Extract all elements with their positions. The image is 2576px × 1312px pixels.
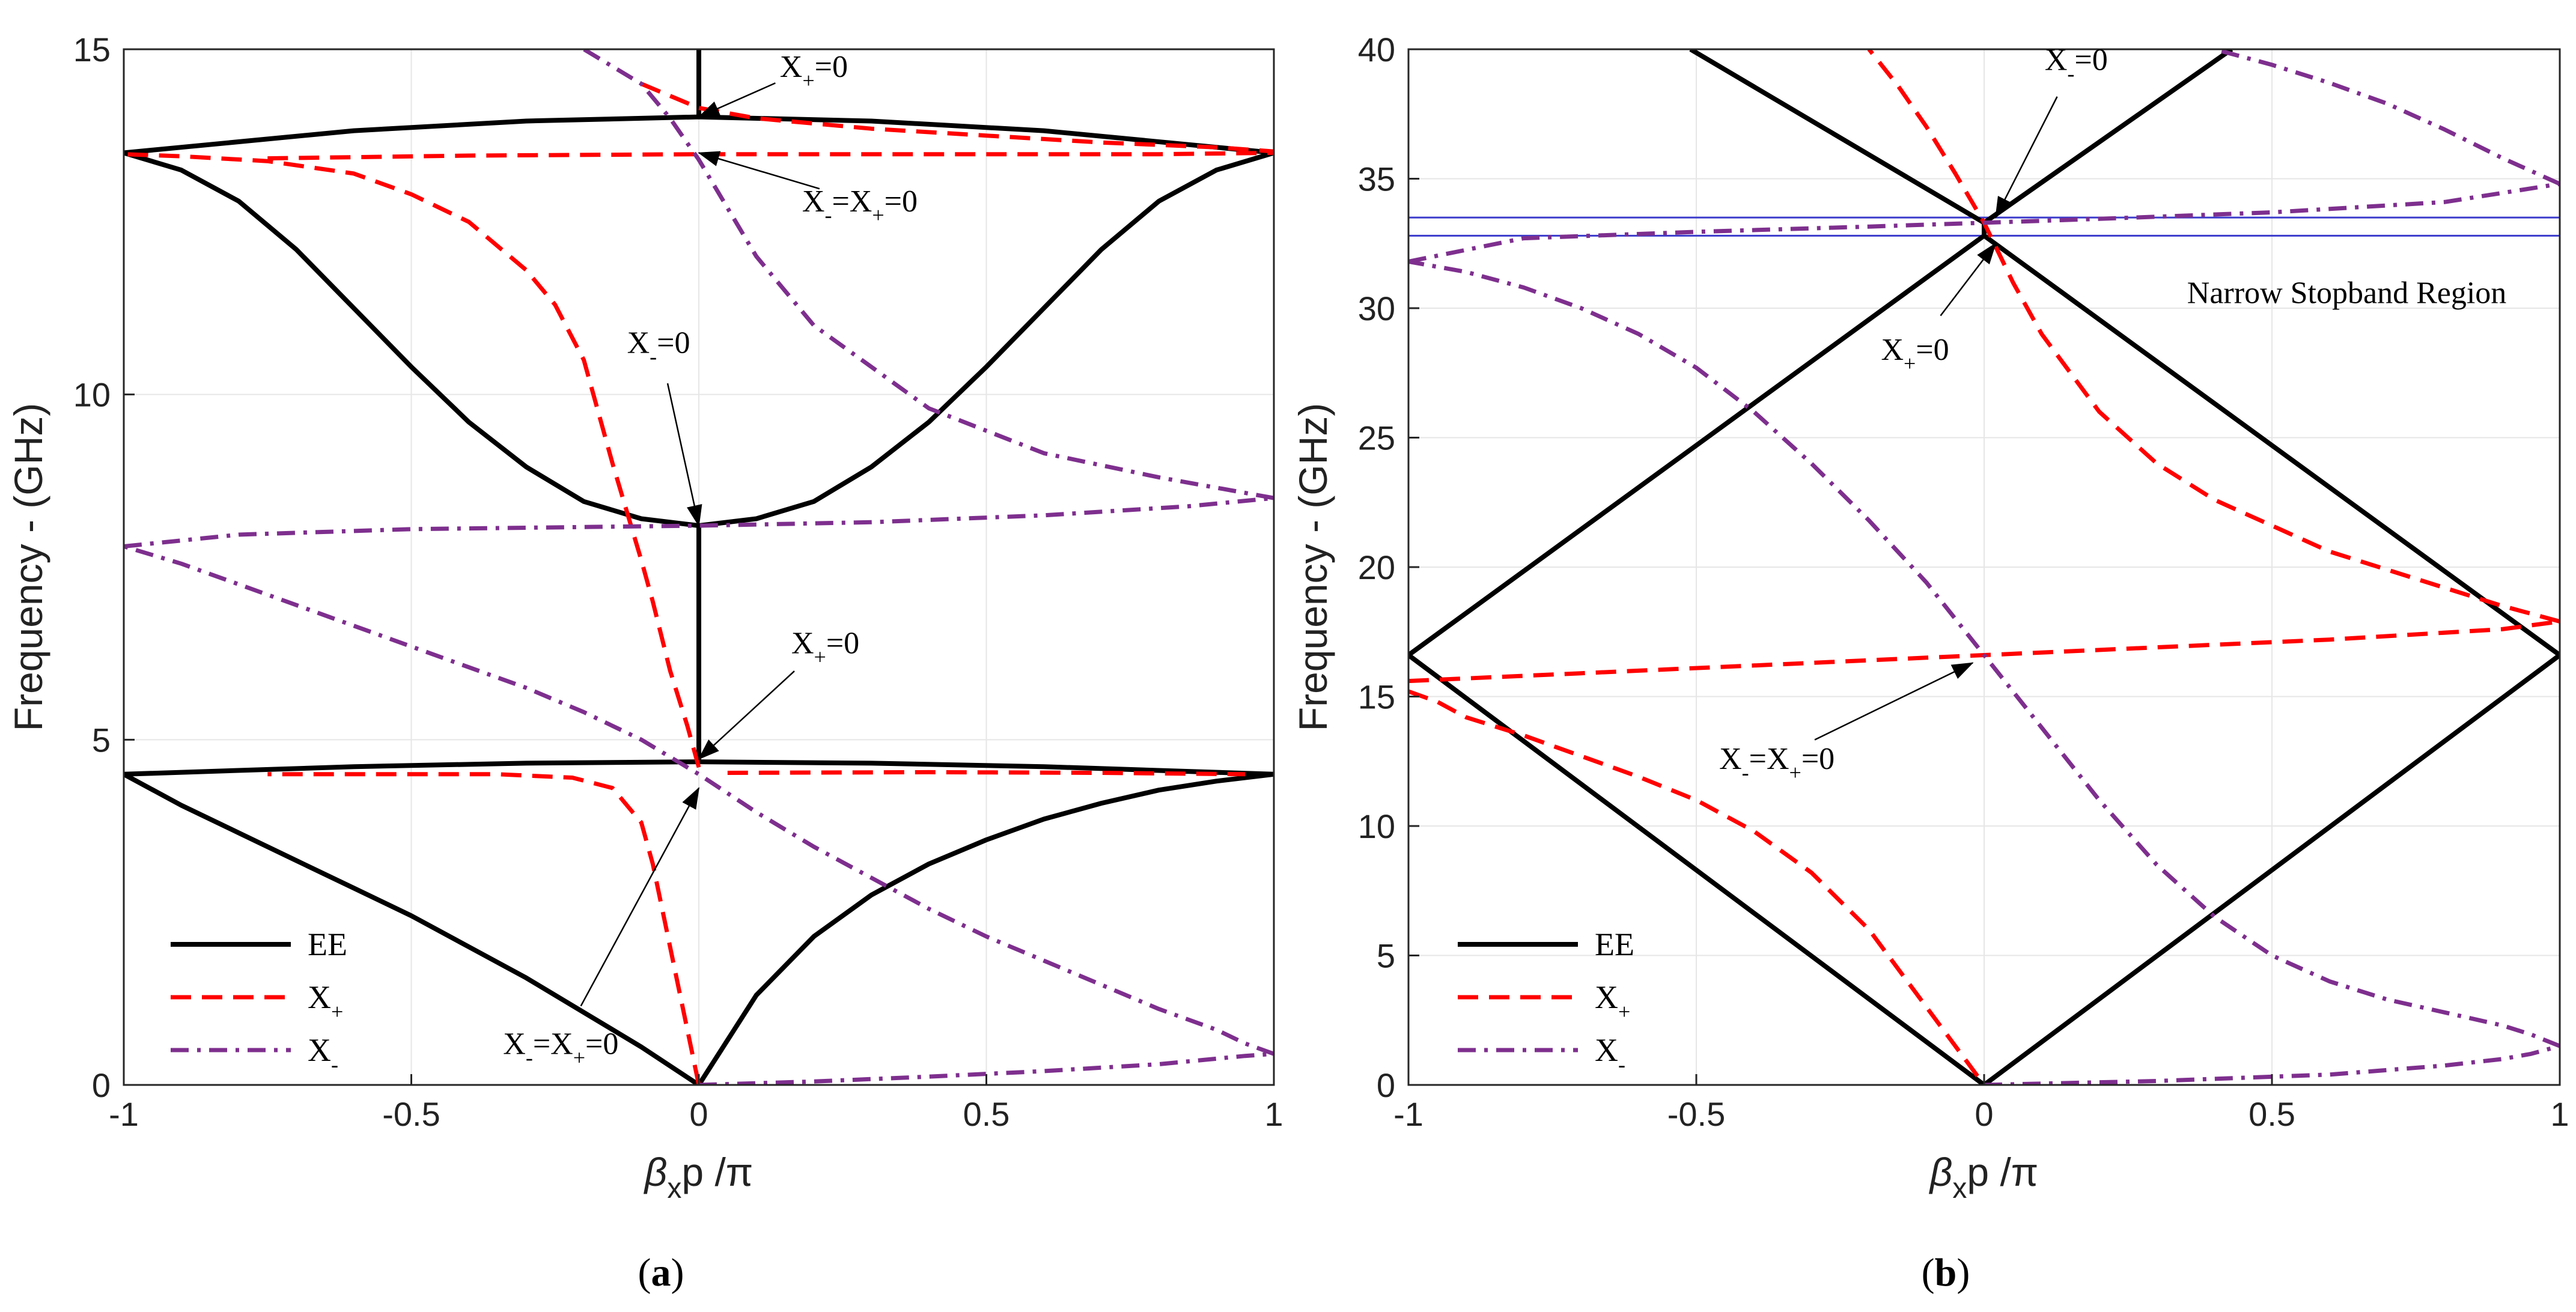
series-xminus-segment-3 bbox=[2214, 49, 2560, 186]
legend: EE X+ X- bbox=[171, 926, 347, 1077]
x-axis-label: βxp /π bbox=[1929, 1150, 2039, 1204]
x-axis-label: βxp /π bbox=[644, 1150, 754, 1204]
series-ee-segment-1 bbox=[1689, 49, 1986, 225]
legend-label-2: X- bbox=[1595, 1032, 1625, 1077]
y-tick-label: 0 bbox=[1377, 1066, 1395, 1104]
annotation-arrow bbox=[580, 787, 700, 1007]
x-tick-label: -0.5 bbox=[382, 1095, 440, 1133]
x-tick-label: 0 bbox=[689, 1095, 708, 1133]
annotation-arrow bbox=[1995, 96, 2058, 219]
legend-label-1: X+ bbox=[1595, 979, 1630, 1024]
panel-caption: (a) bbox=[638, 1251, 684, 1295]
annotation-label: X-=X+=0 bbox=[1719, 742, 1835, 785]
series-xplus-segment-3 bbox=[267, 150, 1274, 161]
y-tick-label: 10 bbox=[1358, 807, 1395, 845]
y-tick-label: 30 bbox=[1358, 290, 1395, 327]
annotation-arrow bbox=[698, 82, 776, 118]
y-tick-label: 5 bbox=[1377, 937, 1395, 975]
series-ee-segment-0 bbox=[124, 772, 701, 1085]
legend-label-2: X- bbox=[308, 1032, 338, 1077]
series-group bbox=[124, 49, 1274, 1085]
series-ee-segment-1 bbox=[696, 771, 1274, 1085]
x-tick-label: -0.5 bbox=[1667, 1095, 1726, 1133]
x-tick-label: 1 bbox=[1264, 1095, 1283, 1133]
y-tick-label: 5 bbox=[92, 721, 111, 759]
series-xplus-segment-2 bbox=[124, 152, 701, 768]
x-label-beta: β bbox=[644, 1150, 668, 1194]
series-xminus-segment-2 bbox=[124, 496, 1274, 548]
x-tick-label: 0.5 bbox=[2249, 1095, 2295, 1133]
annotation: X-=X+=0 bbox=[698, 151, 918, 227]
series-xminus-segment-3 bbox=[582, 49, 1274, 500]
y-axis-label: Frequency - (GHz) bbox=[6, 403, 50, 731]
chart-panel-b: Narrow Stopband Region-1 -0.5 0 0.5 10510152… bbox=[1291, 31, 2569, 1295]
annotation-arrow bbox=[666, 383, 702, 527]
series-xplus-segment-0 bbox=[267, 772, 701, 1085]
series-xplus-segment-1 bbox=[727, 770, 1246, 777]
annotation: X-=0 bbox=[1995, 43, 2108, 219]
x-label-subscript: x bbox=[667, 1173, 681, 1204]
legend-label-0: EE bbox=[308, 926, 347, 962]
annotation: X-=X+=0 bbox=[503, 787, 700, 1069]
annotation: X+=0 bbox=[698, 50, 848, 118]
annotation-label: X-=0 bbox=[2045, 43, 2108, 85]
annotation-label: X-=X+=0 bbox=[503, 1027, 618, 1069]
y-tick-label: 25 bbox=[1358, 419, 1395, 457]
stopband-label: Narrow Stopband Region bbox=[2187, 276, 2506, 310]
y-axis-label: Frequency - (GHz) bbox=[1291, 403, 1335, 731]
x-tick-label: 0 bbox=[1975, 1095, 1993, 1133]
x-tick-label: -1 bbox=[109, 1095, 139, 1133]
annotation-label: X+=0 bbox=[1881, 333, 1949, 375]
x-label-pi: /π bbox=[714, 1150, 753, 1194]
legend-label-0: EE bbox=[1595, 926, 1634, 962]
series-ee-segment-2 bbox=[1982, 49, 2233, 225]
y-tick-label: 20 bbox=[1358, 548, 1395, 586]
series-ee-segment-4 bbox=[124, 150, 699, 528]
y-tick-label: 10 bbox=[73, 376, 111, 414]
y-tick-label: 35 bbox=[1358, 160, 1395, 198]
series-xminus-segment-0 bbox=[698, 1051, 1274, 1085]
annotation-arrow bbox=[1940, 242, 1997, 317]
annotation-label: X-=X+=0 bbox=[802, 184, 918, 227]
series-xminus-segment-0 bbox=[1984, 1043, 2560, 1085]
annotation-label: X+=0 bbox=[791, 627, 859, 669]
x-label-beta: β bbox=[1929, 1150, 1953, 1194]
y-tick-label: 15 bbox=[1358, 678, 1395, 716]
series-ee-segment-5 bbox=[698, 150, 1274, 528]
series-group bbox=[1408, 49, 2560, 1085]
x-tick-label: -1 bbox=[1393, 1095, 1423, 1133]
annotation-label: X-=0 bbox=[627, 326, 690, 369]
y-tick-label: 15 bbox=[73, 31, 111, 68]
series-xplus-segment-0 bbox=[1408, 689, 1986, 1085]
x-label-p: p bbox=[681, 1150, 704, 1194]
panel-caption: (b) bbox=[1922, 1251, 1970, 1295]
series-xplus-segment-2 bbox=[1867, 49, 2560, 624]
x-label-pi: /π bbox=[2000, 1150, 2038, 1194]
y-tick-label: 0 bbox=[92, 1066, 111, 1104]
x-tick-label: 1 bbox=[2550, 1095, 2569, 1133]
annotation-label: X+=0 bbox=[780, 50, 848, 93]
series-xminus-segment-2 bbox=[1408, 181, 2560, 264]
annotation: X+=0 bbox=[1881, 242, 1997, 375]
annotation: X-=X+=0 bbox=[1719, 662, 1974, 785]
annotation: X+=0 bbox=[698, 627, 859, 760]
x-label-p: p bbox=[1967, 1150, 1989, 1194]
y-tick-label: 40 bbox=[1358, 31, 1395, 68]
annotation: X-=0 bbox=[627, 326, 702, 527]
annotation-arrow bbox=[1814, 662, 1974, 741]
series-xminus-segment-1 bbox=[124, 544, 1274, 1056]
annotation-arrow bbox=[698, 670, 795, 760]
legend-label-1: X+ bbox=[308, 979, 343, 1024]
x-tick-label: 0.5 bbox=[963, 1095, 1010, 1133]
annotation-arrow bbox=[698, 151, 820, 190]
x-label-subscript: x bbox=[1952, 1173, 1967, 1204]
legend: EE X+ X- bbox=[1458, 926, 1634, 1077]
